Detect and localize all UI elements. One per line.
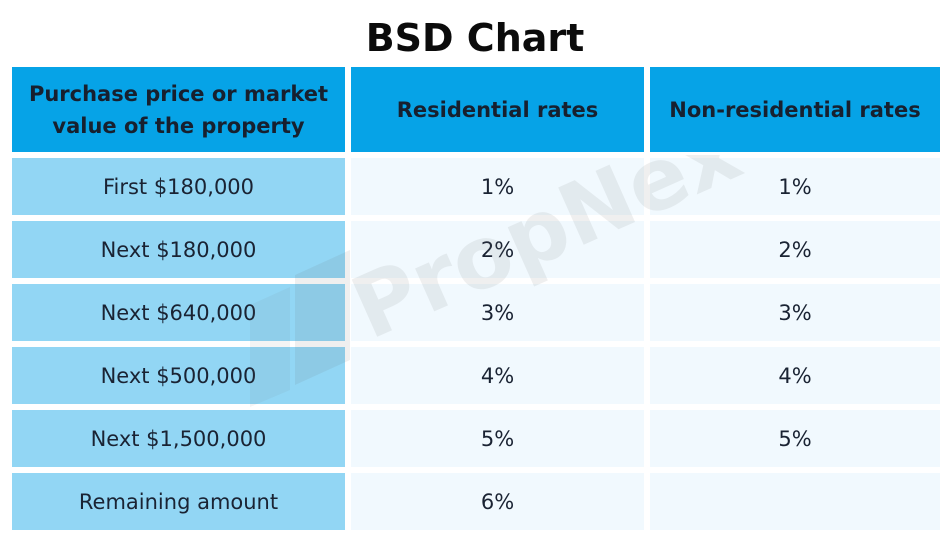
- non-residential-rate: 4%: [650, 347, 940, 404]
- residential-rate: 4%: [351, 347, 644, 404]
- non-residential-rate: [650, 473, 940, 530]
- column-header-residential: Residential rates: [351, 67, 644, 152]
- residential-rate: 3%: [351, 284, 644, 341]
- row-label: Next $1,500,000: [12, 410, 345, 467]
- column-header-price: Purchase price or market value of the pr…: [12, 67, 345, 152]
- residential-rate: 6%: [351, 473, 644, 530]
- non-residential-rate: 3%: [650, 284, 940, 341]
- non-residential-rate: 1%: [650, 158, 940, 215]
- row-label: Remaining amount: [12, 473, 345, 530]
- bsd-table: Purchase price or market value of the pr…: [12, 67, 940, 530]
- row-label: Next $640,000: [12, 284, 345, 341]
- residential-rate: 5%: [351, 410, 644, 467]
- page-title: BSD Chart: [365, 16, 585, 60]
- residential-rate: 1%: [351, 158, 644, 215]
- column-header-non-residential: Non-residential rates: [650, 67, 940, 152]
- non-residential-rate: 2%: [650, 221, 940, 278]
- non-residential-rate: 5%: [650, 410, 940, 467]
- residential-rate: 2%: [351, 221, 644, 278]
- row-label: Next $500,000: [12, 347, 345, 404]
- row-label: First $180,000: [12, 158, 345, 215]
- row-label: Next $180,000: [12, 221, 345, 278]
